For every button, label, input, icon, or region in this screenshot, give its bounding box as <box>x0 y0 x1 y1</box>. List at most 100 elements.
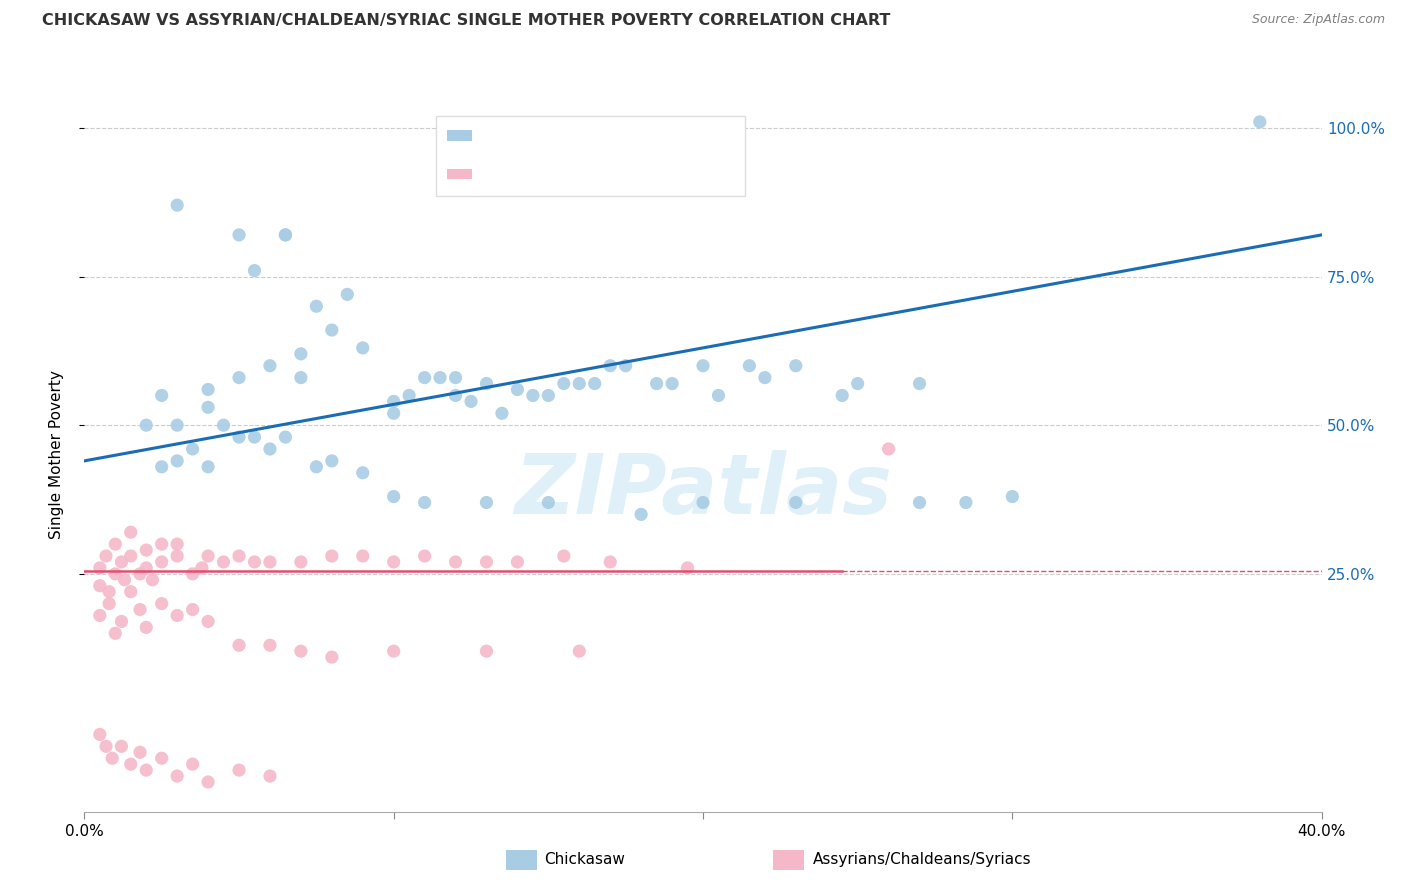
Point <box>583 376 606 391</box>
Point <box>166 198 188 212</box>
Point <box>506 555 529 569</box>
Point <box>290 644 312 658</box>
Point <box>135 561 157 575</box>
Text: R = 0.003   N = 68: R = 0.003 N = 68 <box>484 166 654 184</box>
Point <box>197 549 219 563</box>
Point <box>522 388 544 402</box>
Point <box>129 602 152 616</box>
Point <box>191 561 214 575</box>
Point <box>150 388 173 402</box>
Point <box>630 508 652 522</box>
Point <box>212 555 235 569</box>
Point <box>129 745 152 759</box>
Point <box>259 769 281 783</box>
Point <box>243 430 266 444</box>
Point <box>877 442 900 456</box>
Point <box>101 751 124 765</box>
Point <box>305 299 328 313</box>
Point <box>181 757 204 772</box>
Point <box>382 490 405 504</box>
Point <box>89 727 111 741</box>
Point <box>321 650 343 665</box>
Text: Assyrians/Chaldeans/Syriacs: Assyrians/Chaldeans/Syriacs <box>813 853 1031 867</box>
Point <box>150 751 173 765</box>
Point <box>444 555 467 569</box>
Text: CHICKASAW VS ASSYRIAN/CHALDEAN/SYRIAC SINGLE MOTHER POVERTY CORRELATION CHART: CHICKASAW VS ASSYRIAN/CHALDEAN/SYRIAC SI… <box>42 13 890 29</box>
Point <box>460 394 482 409</box>
Point <box>110 555 132 569</box>
Point <box>166 454 188 468</box>
Point <box>259 359 281 373</box>
Point <box>120 549 142 563</box>
Point <box>228 430 250 444</box>
Point <box>568 376 591 391</box>
Point <box>135 763 157 777</box>
Point <box>738 359 761 373</box>
Point <box>831 388 853 402</box>
Point <box>444 388 467 402</box>
Point <box>166 537 188 551</box>
Point <box>110 615 132 629</box>
Point <box>98 584 121 599</box>
Point <box>94 739 117 754</box>
Point <box>553 376 575 391</box>
Point <box>1249 115 1271 129</box>
Point <box>537 495 560 509</box>
Point <box>150 459 173 474</box>
Point <box>645 376 668 391</box>
Text: R =  0.321   N = 70: R = 0.321 N = 70 <box>484 130 659 148</box>
Point <box>382 394 405 409</box>
Point <box>120 584 142 599</box>
Point <box>382 555 405 569</box>
Point <box>150 597 173 611</box>
Text: ZIPatlas: ZIPatlas <box>515 450 891 531</box>
Point <box>104 537 127 551</box>
Point <box>661 376 683 391</box>
Point <box>274 430 297 444</box>
Point <box>120 525 142 540</box>
Point <box>104 626 127 640</box>
Point <box>197 459 219 474</box>
Point <box>429 370 451 384</box>
Point <box>290 555 312 569</box>
Point <box>599 555 621 569</box>
Point <box>413 549 436 563</box>
Point <box>135 620 157 634</box>
Point <box>413 370 436 384</box>
Point <box>228 370 250 384</box>
Text: Chickasaw: Chickasaw <box>544 853 626 867</box>
Point <box>290 370 312 384</box>
Point <box>846 376 869 391</box>
Point <box>614 359 637 373</box>
Point <box>676 561 699 575</box>
Point <box>150 555 173 569</box>
Point <box>129 566 152 581</box>
Point <box>599 359 621 373</box>
Point <box>228 763 250 777</box>
Point <box>98 597 121 611</box>
Point <box>908 376 931 391</box>
Point <box>382 644 405 658</box>
Point <box>197 401 219 415</box>
Point <box>135 418 157 433</box>
Point <box>181 566 204 581</box>
Point <box>398 388 420 402</box>
Point <box>955 495 977 509</box>
Point <box>104 566 127 581</box>
Point <box>228 549 250 563</box>
Point <box>228 638 250 652</box>
Point <box>166 608 188 623</box>
Text: Source: ZipAtlas.com: Source: ZipAtlas.com <box>1251 13 1385 27</box>
Point <box>444 370 467 384</box>
Point <box>475 376 498 391</box>
Point <box>114 573 136 587</box>
Point <box>259 638 281 652</box>
Point <box>537 388 560 402</box>
Point <box>491 406 513 420</box>
Point <box>475 644 498 658</box>
Point <box>352 466 374 480</box>
Point <box>259 442 281 456</box>
Point <box>166 549 188 563</box>
Point <box>1001 490 1024 504</box>
Point <box>908 495 931 509</box>
